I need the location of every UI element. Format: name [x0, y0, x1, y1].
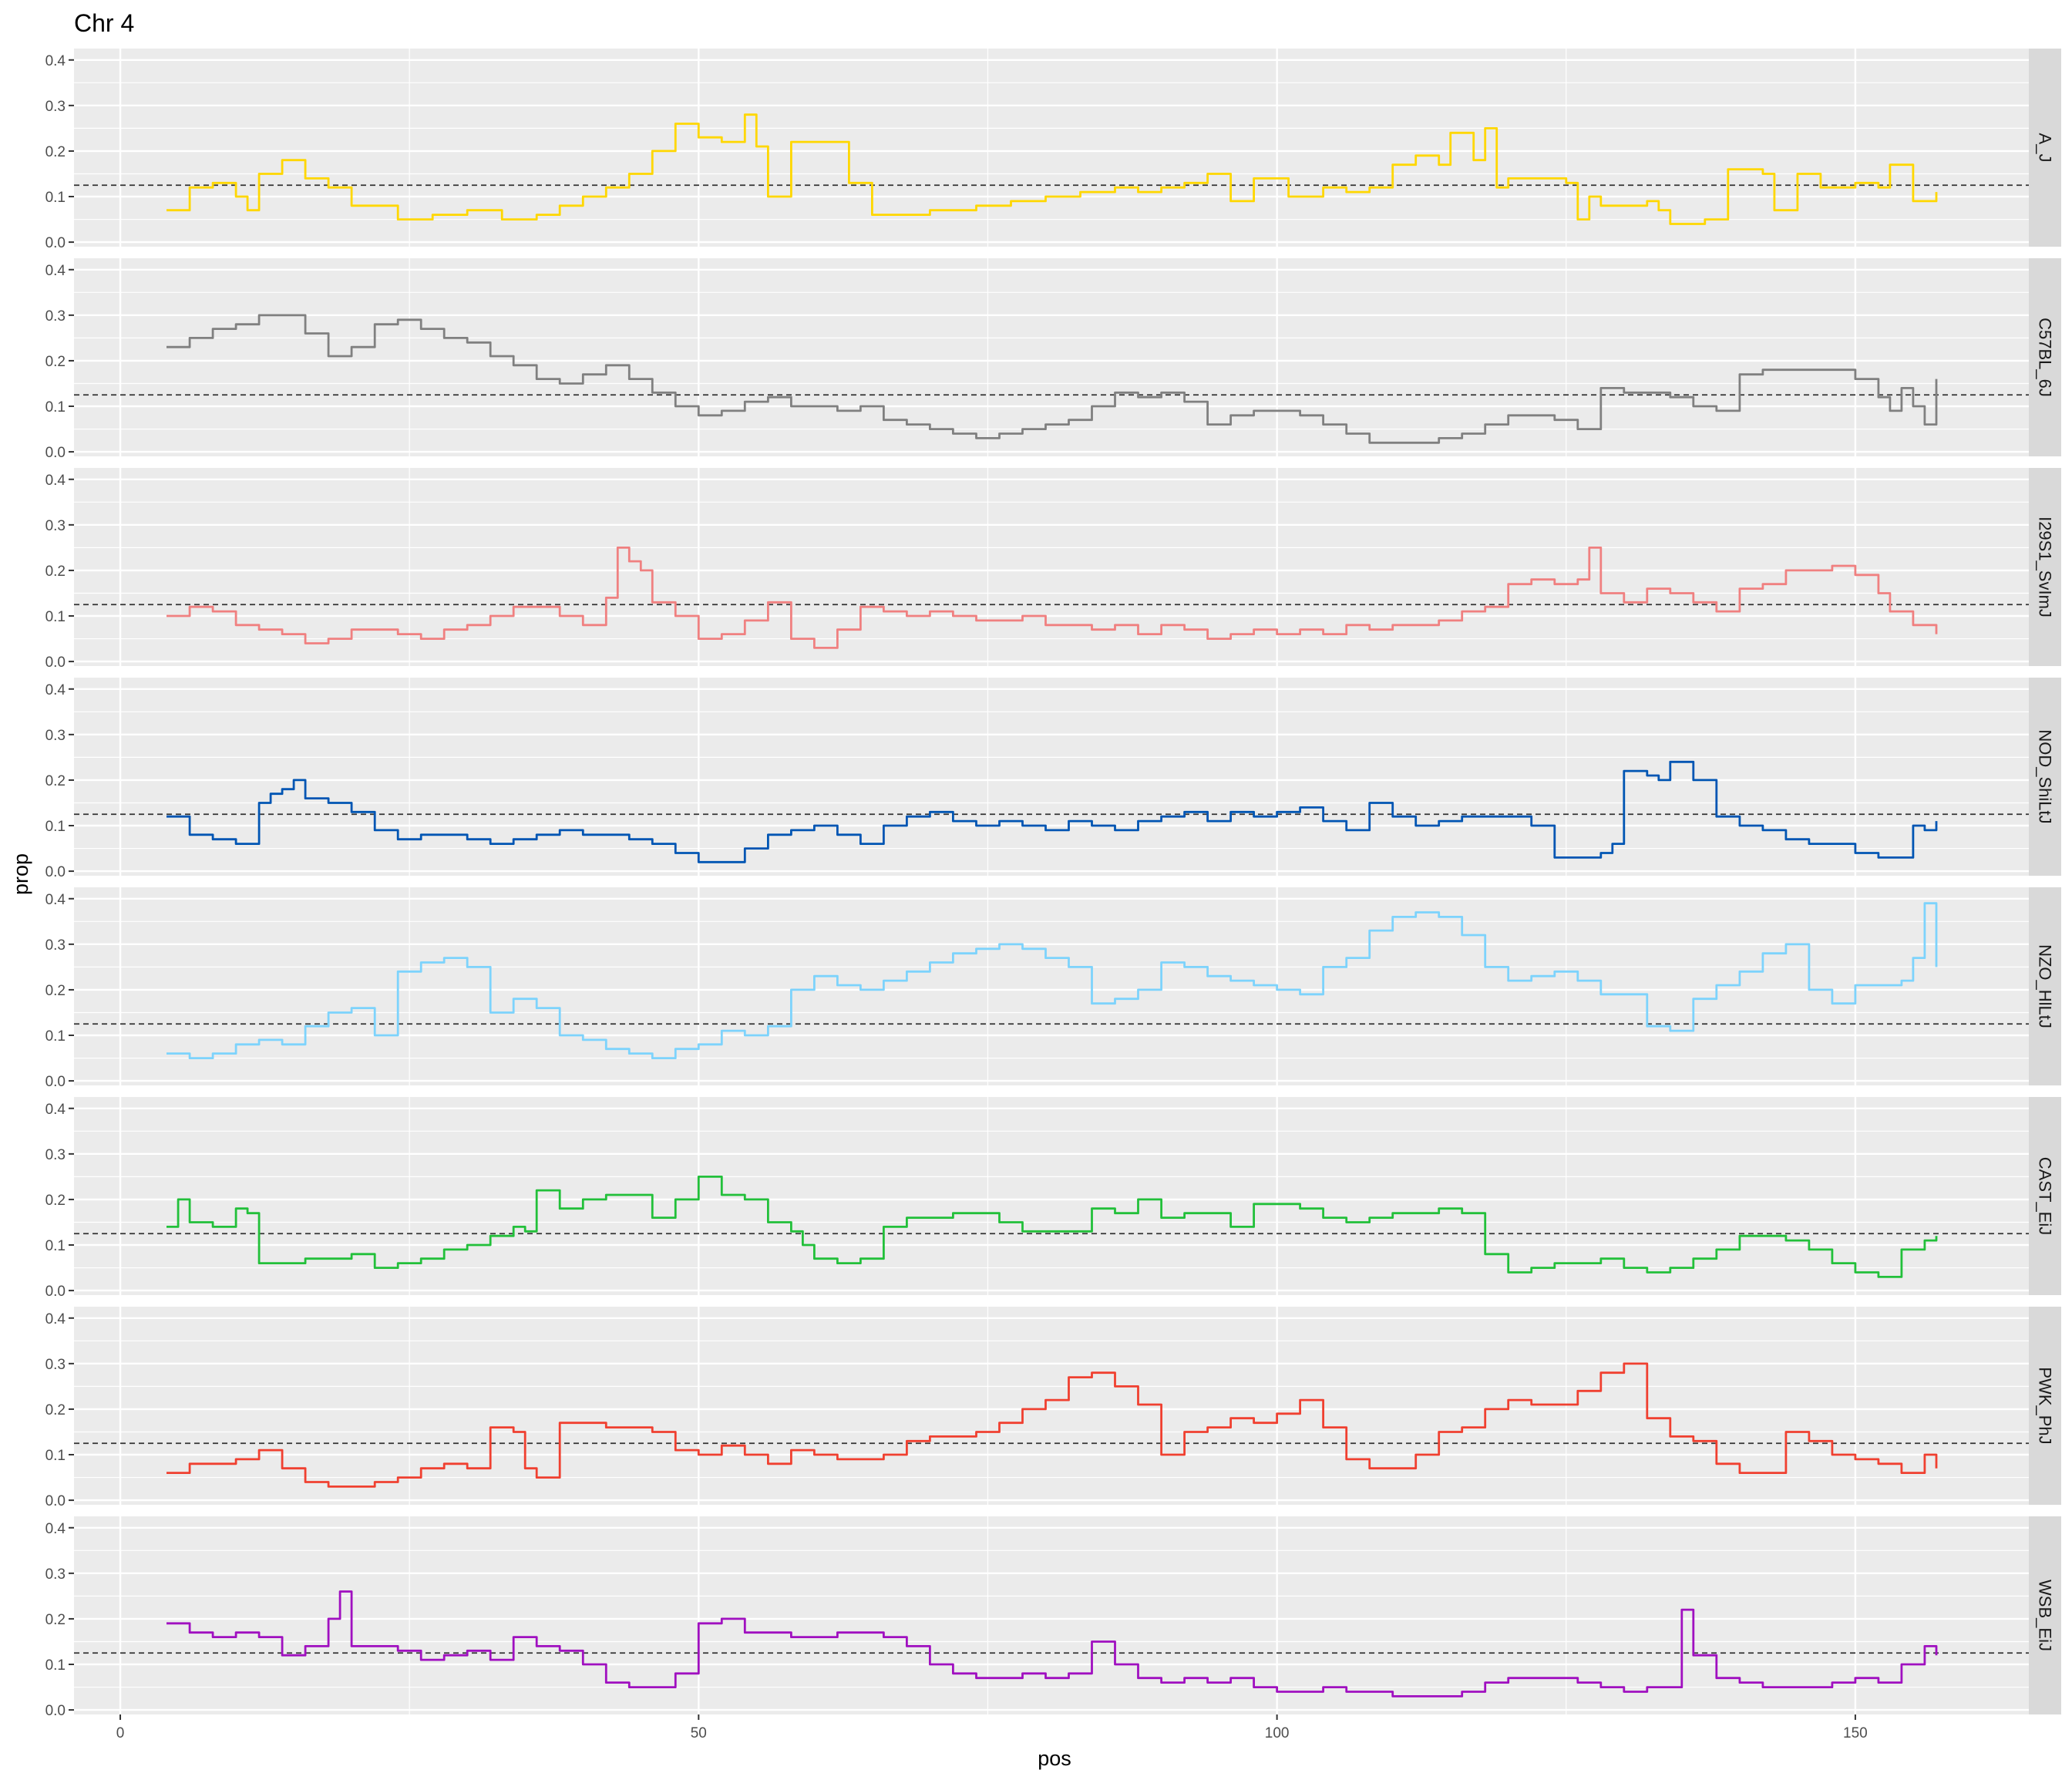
facet-strip-label: NOD_ShiLtJ — [2036, 729, 2055, 823]
y-tick-label: 0.2 — [45, 564, 66, 580]
panel-nod-shiltj: 0.0 0.1 0.2 0.3 0.4 NOD_ShiLtJ — [45, 678, 2061, 880]
facet-strip-label: A_J — [2036, 133, 2055, 163]
series-line-c57bl-6j — [166, 314, 1938, 444]
y-tick-label: 0.2 — [45, 144, 66, 160]
y-tick-label: 0.3 — [45, 937, 66, 954]
panel-pwk-phj: 0.0 0.1 0.2 0.3 0.4 PWK_PhJ — [45, 1307, 2061, 1509]
y-axis-title: prop — [9, 853, 32, 895]
panel-nzo-hlltj: 0.0 0.1 0.2 0.3 0.4 NZO_HlLtJ — [45, 887, 2061, 1090]
facet-strip-label: I29S1_SvImJ — [2036, 517, 2055, 617]
y-tick-label: 0.0 — [45, 1703, 66, 1719]
y-tick-label: 0.1 — [45, 609, 66, 625]
x-axis: 0 50 100 150 — [116, 1714, 1868, 1741]
panel-cast-eij: 0.0 0.1 0.2 0.3 0.4 CAST_EiJ — [45, 1097, 2061, 1300]
y-tick-label: 0.1 — [45, 190, 66, 206]
y-tick-label: 0.0 — [45, 1493, 66, 1509]
series-line-nzo-hlltj — [166, 902, 1938, 1059]
x-tick-label: 50 — [691, 1725, 707, 1741]
y-tick-label: 0.4 — [45, 53, 66, 69]
series-line-cast-eij — [166, 1176, 1938, 1278]
series-line-nod-shiltj — [166, 760, 1938, 863]
facet-strip — [2029, 1307, 2061, 1505]
chart-title: Chr 4 — [74, 9, 134, 37]
series-line-wsb-eij — [166, 1590, 1938, 1698]
y-tick-label: 0.4 — [45, 1102, 66, 1118]
y-tick-label: 0.4 — [45, 263, 66, 279]
facet-strip — [2029, 887, 2061, 1085]
x-axis-title: pos — [1038, 1747, 1071, 1770]
panel-background — [74, 887, 2029, 1085]
y-tick-label: 0.0 — [45, 445, 66, 461]
y-tick-label: 0.2 — [45, 773, 66, 789]
y-tick-label: 0.2 — [45, 983, 66, 999]
y-tick-label: 0.3 — [45, 728, 66, 744]
y-tick-label: 0.1 — [45, 1448, 66, 1464]
y-tick-label: 0.4 — [45, 682, 66, 698]
facet-strip — [2029, 258, 2061, 456]
y-tick-label: 0.0 — [45, 235, 66, 251]
panel-background — [74, 1307, 2029, 1505]
facet-strip — [2029, 678, 2061, 876]
facet-strip-label: CAST_EiJ — [2036, 1157, 2055, 1235]
panel-background — [74, 1516, 2029, 1714]
y-tick-label: 0.0 — [45, 654, 66, 671]
facet-strip-label: C57BL_6J — [2036, 318, 2055, 397]
y-tick-label: 0.1 — [45, 399, 66, 416]
facet-strip-label: WSB_EiJ — [2036, 1580, 2055, 1651]
y-tick-label: 0.1 — [45, 1657, 66, 1674]
y-tick-label: 0.2 — [45, 1402, 66, 1418]
panel-wsb-eij: 0.0 0.1 0.2 0.3 0.4 WSB_EiJ — [45, 1516, 2061, 1719]
series-line-a-j — [166, 113, 1938, 225]
y-tick-label: 0.4 — [45, 892, 66, 908]
y-tick-label: 0.3 — [45, 1147, 66, 1163]
y-tick-label: 0.0 — [45, 1074, 66, 1090]
facet-strip-label: NZO_HlLtJ — [2036, 944, 2055, 1028]
y-tick-label: 0.0 — [45, 864, 66, 880]
series-line-i29s1-svimj — [166, 547, 1938, 649]
y-tick-label: 0.3 — [45, 1357, 66, 1373]
y-tick-label: 0.3 — [45, 308, 66, 325]
x-tick-label: 100 — [1265, 1725, 1290, 1741]
facet-panels: 0.0 0.1 0.2 0.3 0.4 A_J 0.0 0.1 0.2 0.3 0.4 C57BL_6… — [45, 49, 2061, 1719]
facet-strip — [2029, 1516, 2061, 1714]
facet-strip — [2029, 1097, 2061, 1295]
panel-background — [74, 258, 2029, 456]
y-tick-label: 0.3 — [45, 1566, 66, 1583]
facet-strip — [2029, 49, 2061, 247]
y-tick-label: 0.2 — [45, 354, 66, 370]
panel-background — [74, 49, 2029, 247]
y-tick-label: 0.4 — [45, 1311, 66, 1327]
x-tick-label: 150 — [1843, 1725, 1868, 1741]
y-tick-label: 0.3 — [45, 99, 66, 115]
panel-i29s1-svimj: 0.0 0.1 0.2 0.3 0.4 I29S1_SvImJ — [45, 468, 2061, 671]
panel-background — [74, 1097, 2029, 1295]
x-tick-label: 0 — [116, 1725, 125, 1741]
y-tick-label: 0.1 — [45, 819, 66, 835]
y-tick-label: 0.2 — [45, 1193, 66, 1209]
y-tick-label: 0.4 — [45, 1521, 66, 1537]
facet-strip-label: PWK_PhJ — [2036, 1367, 2055, 1444]
panel-background — [74, 678, 2029, 876]
y-tick-label: 0.2 — [45, 1612, 66, 1628]
y-tick-label: 0.0 — [45, 1284, 66, 1300]
y-tick-label: 0.1 — [45, 1028, 66, 1045]
panel-background — [74, 468, 2029, 666]
series-line-pwk-phj — [166, 1362, 1938, 1488]
panel-a-j: 0.0 0.1 0.2 0.3 0.4 A_J — [45, 49, 2061, 251]
facet-strip — [2029, 468, 2061, 666]
y-tick-label: 0.3 — [45, 518, 66, 534]
y-tick-label: 0.4 — [45, 473, 66, 489]
panel-c57bl-6j: 0.0 0.1 0.2 0.3 0.4 C57BL_6J — [45, 258, 2061, 461]
y-tick-label: 0.1 — [45, 1238, 66, 1254]
